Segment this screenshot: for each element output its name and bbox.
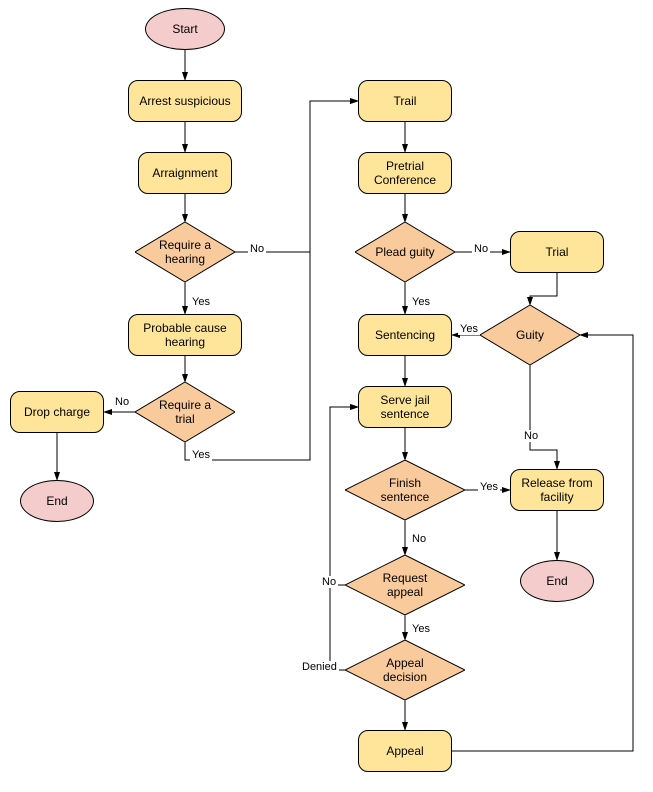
edge-label-plead-sentencing: Yes — [410, 296, 432, 308]
node-release: Release from facility — [510, 469, 604, 511]
node-label-trail: Trail — [394, 94, 417, 108]
node-label-req_hearing: Require a hearing — [153, 238, 217, 267]
node-label-serve: Serve jail sentence — [363, 393, 447, 422]
edge-guity-to-release — [530, 365, 557, 469]
edge-req_hearing-to-trail — [235, 101, 358, 252]
node-guity: Guity — [480, 305, 580, 365]
node-arrest: Arrest suspicious — [128, 80, 242, 122]
node-label-appeal_dec: Appeal decision — [366, 656, 444, 685]
node-label-appeal: Appeal — [386, 744, 423, 758]
node-req_trial: Require a trial — [135, 382, 235, 442]
node-sentencing: Sentencing — [358, 314, 452, 356]
node-end2: End — [520, 560, 594, 602]
edge-label-guity-sentencing: Yes — [458, 323, 480, 335]
node-label-req_trial: Require a trial — [153, 398, 217, 427]
node-label-pretrial: Pretrial Conference — [363, 159, 447, 188]
edge-label-appeal_dec-serve: Denied — [300, 661, 339, 673]
node-label-finish: Finish sentence — [366, 476, 444, 505]
node-finish: Finish sentence — [345, 460, 465, 520]
edge-label-req_trial-drop_charge: No — [113, 396, 131, 408]
node-drop_charge: Drop charge — [10, 391, 104, 433]
node-label-arraign: Arraignment — [152, 166, 217, 180]
node-label-guity: Guity — [516, 328, 544, 342]
node-appeal: Appeal — [358, 730, 452, 772]
edge-appeal-to-guity — [452, 335, 633, 751]
node-appeal_dec: Appeal decision — [345, 640, 465, 700]
node-serve: Serve jail sentence — [358, 386, 452, 428]
node-label-plead: Plead guity — [375, 245, 434, 259]
node-label-release: Release from facility — [515, 476, 599, 505]
edge-trial-to-guity — [530, 273, 557, 305]
node-label-end2: End — [546, 574, 567, 588]
node-label-req_appeal: Request appeal — [366, 571, 444, 600]
node-label-start: Start — [172, 22, 197, 36]
edge-label-req_trial-trail: Yes — [190, 449, 212, 461]
node-start: Start — [145, 8, 225, 50]
edge-label-req_appeal-serve: No — [320, 576, 338, 588]
node-label-trial: Trial — [546, 245, 569, 259]
edge-label-req_hearing-prob_cause: Yes — [190, 296, 212, 308]
node-req_hearing: Require a hearing — [135, 222, 235, 282]
node-label-sentencing: Sentencing — [375, 328, 435, 342]
node-trial: Trial — [510, 231, 604, 273]
edge-label-req_hearing-trail: No — [248, 243, 266, 255]
node-pretrial: Pretrial Conference — [358, 152, 452, 194]
node-trail: Trail — [358, 80, 452, 122]
edge-label-plead-trial: No — [472, 243, 490, 255]
node-label-arrest: Arrest suspicious — [139, 94, 230, 108]
node-req_appeal: Request appeal — [345, 555, 465, 615]
edge-label-finish-req_appeal: No — [410, 533, 428, 545]
edge-label-guity-release: No — [522, 430, 540, 442]
edge-appeal_dec-to-serve — [330, 407, 358, 670]
flowchart-canvas: Start Arrest suspicious Arraignment Require… — [0, 0, 653, 792]
node-label-end1: End — [46, 494, 67, 508]
node-end1: End — [20, 480, 94, 522]
node-label-prob_cause: Probable cause hearing — [133, 321, 237, 350]
node-prob_cause: Probable cause hearing — [128, 314, 242, 356]
edge-label-req_appeal-appeal_dec: Yes — [410, 623, 432, 635]
node-label-drop_charge: Drop charge — [24, 405, 90, 419]
node-plead: Plead guity — [355, 222, 455, 282]
edge-label-finish-release: Yes — [478, 481, 500, 493]
node-arraign: Arraignment — [138, 152, 232, 194]
